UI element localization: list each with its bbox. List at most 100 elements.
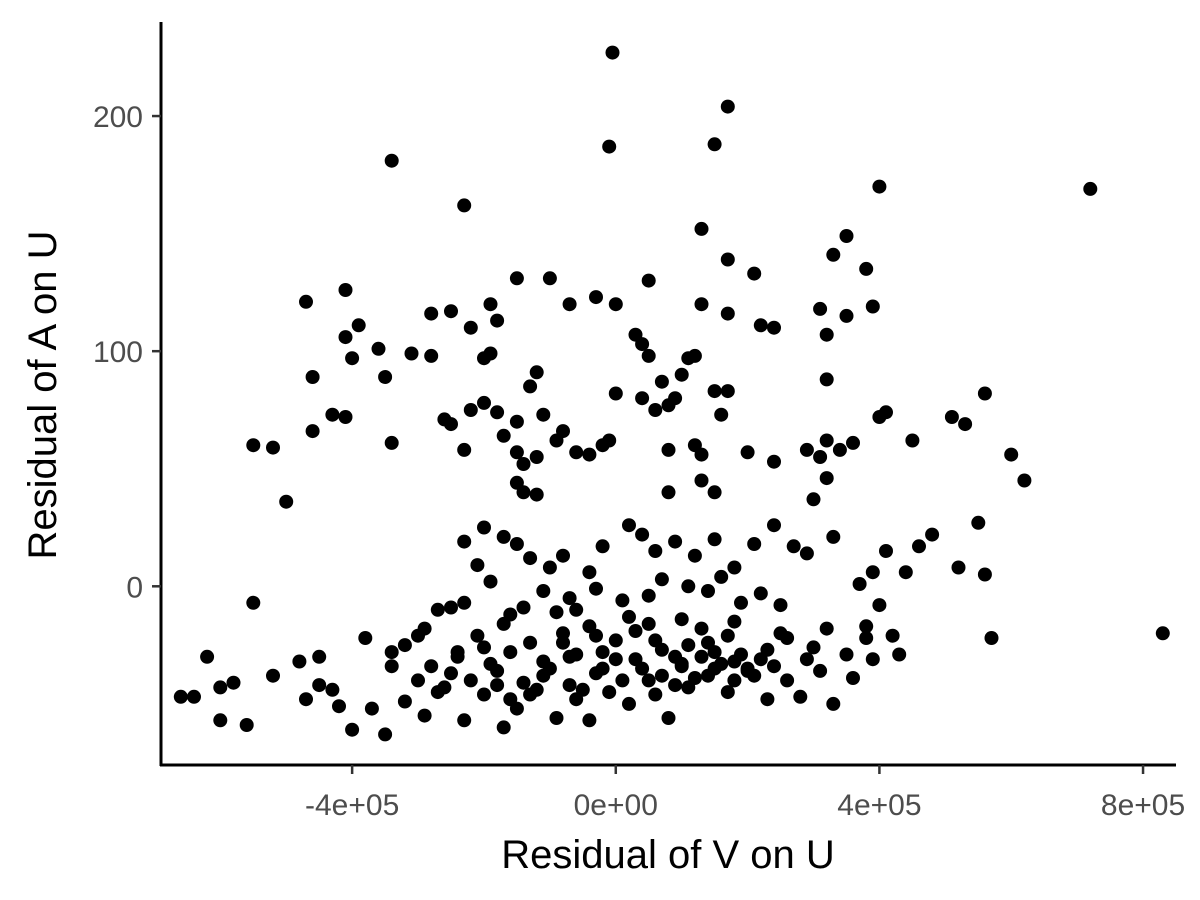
data-point (424, 306, 439, 321)
data-point (819, 327, 834, 342)
data-point (509, 271, 524, 286)
data-point (384, 435, 399, 450)
data-point (879, 405, 893, 420)
data-point (542, 271, 557, 286)
data-point (542, 560, 557, 575)
data-point (819, 471, 834, 486)
data-point (694, 297, 709, 312)
x-tick-label: 8e+05 (1101, 789, 1185, 822)
data-point (509, 414, 524, 429)
data-point (404, 346, 419, 361)
data-point (589, 290, 603, 305)
data-point (839, 308, 854, 323)
data-point (958, 417, 973, 432)
data-point (747, 537, 762, 551)
data-point (635, 391, 650, 406)
data-point (898, 565, 913, 580)
data-point (668, 678, 683, 693)
data-point (299, 294, 313, 309)
data-point (648, 544, 663, 558)
data-point (694, 221, 709, 236)
data-point (977, 567, 992, 582)
data-point (490, 678, 505, 693)
data-point (846, 435, 860, 450)
data-point (622, 609, 636, 624)
data-point (1083, 181, 1098, 196)
data-point (747, 266, 762, 281)
data-point (312, 678, 327, 693)
data-point (536, 668, 551, 683)
data-point (694, 447, 709, 462)
data-point (332, 699, 346, 714)
data-point (872, 598, 887, 613)
data-point (430, 602, 445, 617)
data-point (457, 442, 472, 457)
y-tick-label: 100 (93, 336, 143, 369)
data-point (1155, 626, 1170, 641)
data-point (701, 584, 715, 598)
data-point (305, 370, 320, 384)
data-point (200, 649, 215, 664)
data-point (819, 433, 834, 448)
data-point (582, 565, 597, 580)
data-point (707, 384, 722, 399)
data-point (503, 692, 518, 707)
data-point (589, 628, 603, 643)
data-point (173, 689, 188, 704)
data-point (641, 673, 656, 688)
data-point (773, 626, 788, 641)
data-point (654, 374, 669, 389)
data-point (345, 722, 360, 737)
data-point (569, 445, 584, 460)
data-point (641, 348, 656, 363)
data-point (648, 403, 663, 417)
data-point (819, 621, 834, 636)
data-point (701, 635, 715, 650)
data-point (615, 593, 630, 608)
data-point (417, 708, 432, 723)
data-point (424, 659, 439, 674)
data-point (944, 410, 959, 424)
data-point (859, 261, 874, 276)
data-point (605, 45, 620, 60)
data-point (635, 661, 650, 676)
data-point (1017, 473, 1032, 488)
data-point (536, 584, 551, 598)
data-point (325, 682, 340, 697)
data-point (694, 621, 709, 636)
data-point (457, 534, 472, 549)
data-point (556, 635, 570, 650)
data-point (865, 652, 880, 667)
data-point (925, 527, 940, 542)
data-point (345, 351, 360, 366)
data-point (714, 569, 729, 584)
data-point (239, 718, 254, 732)
data-point (740, 445, 755, 460)
data-point (720, 99, 735, 114)
data-point (463, 320, 478, 335)
data-point (496, 720, 511, 735)
data-point (384, 153, 399, 168)
data-point (358, 631, 373, 645)
data-point (463, 673, 478, 688)
data-point (905, 433, 920, 448)
data-point (477, 395, 491, 410)
data-point (813, 301, 828, 316)
data-point (720, 252, 735, 267)
data-point (622, 696, 636, 711)
x-tick-label: 0e+00 (574, 789, 658, 822)
data-point (529, 450, 544, 464)
data-point (813, 450, 828, 464)
data-point (338, 410, 353, 424)
data-point (780, 673, 795, 688)
data-point (714, 407, 729, 422)
data-point (246, 595, 261, 610)
data-point (569, 602, 584, 617)
data-point (687, 548, 702, 563)
data-point (635, 527, 650, 542)
data-point (509, 445, 524, 460)
data-point (529, 365, 544, 380)
data-point (753, 652, 768, 667)
data-point (839, 647, 854, 662)
data-point (681, 638, 696, 653)
